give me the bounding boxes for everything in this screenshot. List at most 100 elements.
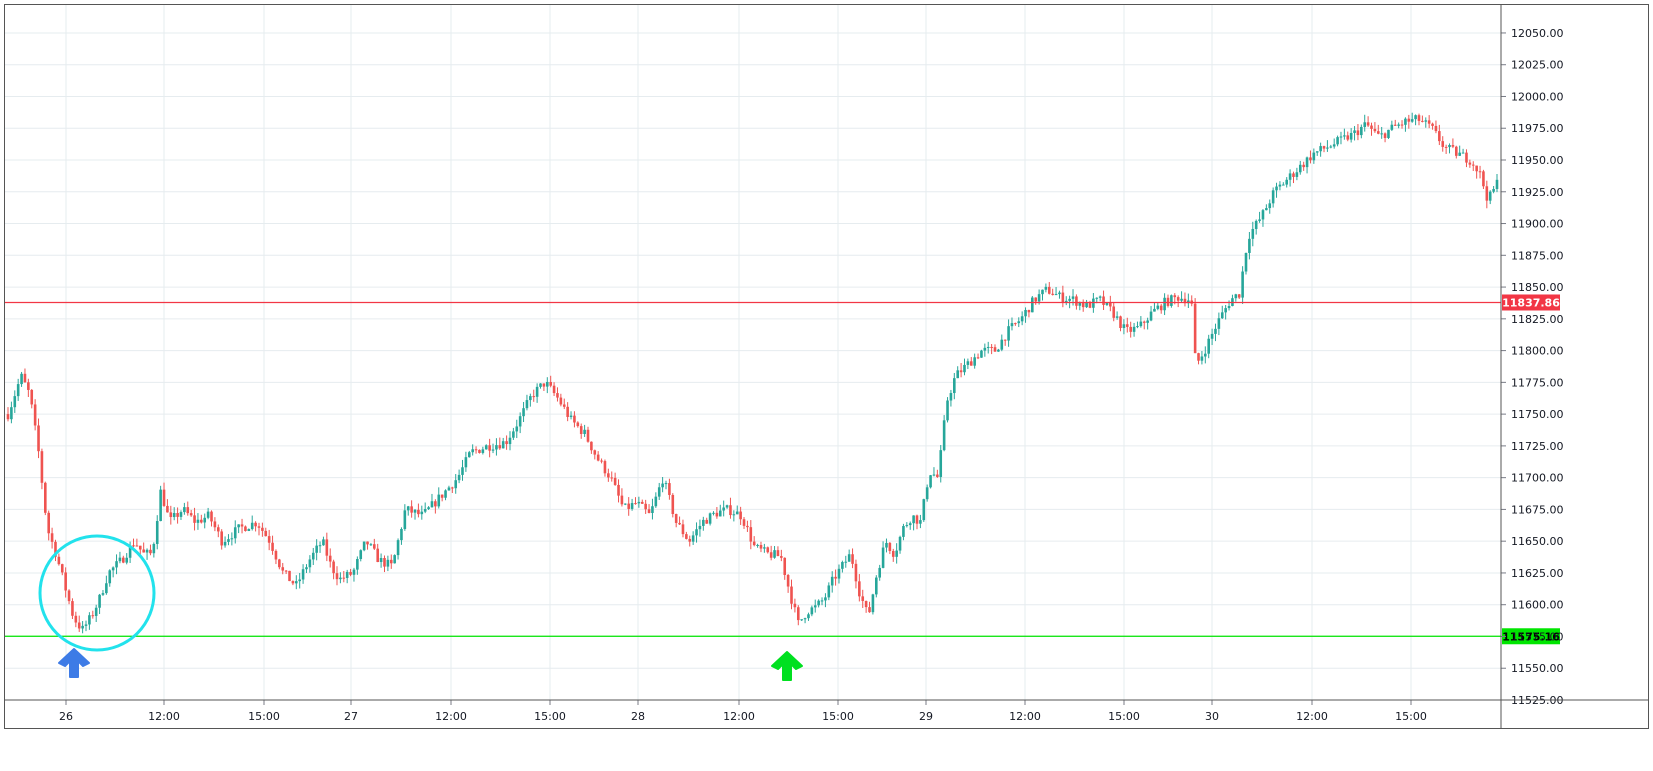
candle-body xyxy=(1387,129,1390,138)
candle-body xyxy=(223,541,227,546)
candle-body xyxy=(980,350,983,358)
candle-body xyxy=(556,393,559,398)
candle-body xyxy=(1448,145,1451,148)
candle-body xyxy=(369,544,373,546)
candle-body xyxy=(30,389,34,405)
candle-body xyxy=(966,361,970,365)
time-tick-label: 15:00 xyxy=(248,710,280,723)
candle-body xyxy=(566,406,569,417)
price-tick-label: 11775.00 xyxy=(1511,376,1564,389)
candle-body xyxy=(464,457,468,468)
time-tick-label: 15:00 xyxy=(534,710,566,723)
candle-body xyxy=(1014,323,1017,325)
green-arrow-up-icon xyxy=(771,651,803,681)
candle-body xyxy=(1475,165,1478,172)
candle-body xyxy=(1292,173,1295,177)
price-tick-label: 11975.00 xyxy=(1511,122,1564,135)
candle-body xyxy=(356,559,359,570)
candle-body xyxy=(81,625,84,629)
candle-body xyxy=(783,557,787,575)
candle-body xyxy=(854,563,858,582)
candle-body xyxy=(705,519,709,524)
candle-body xyxy=(1332,144,1336,147)
candle-body xyxy=(732,514,736,516)
candle-body xyxy=(91,615,95,617)
candle-body xyxy=(27,382,30,390)
candle-body xyxy=(759,544,763,549)
candle-body xyxy=(1149,311,1153,321)
candle-body xyxy=(155,521,159,544)
price-tick-label: 12025.00 xyxy=(1511,59,1564,72)
candle-body xyxy=(898,536,902,551)
candle-body xyxy=(1458,152,1461,156)
candle-body xyxy=(674,514,678,523)
candle-body xyxy=(172,513,176,518)
candle-body xyxy=(878,567,881,578)
candle-body xyxy=(1193,303,1197,354)
candle-body xyxy=(712,512,715,514)
candle-body xyxy=(278,559,281,568)
candle-body xyxy=(220,531,223,546)
candle-body xyxy=(383,558,386,567)
candle-body xyxy=(322,539,325,546)
candle-body xyxy=(1373,128,1377,132)
candle-body xyxy=(861,596,865,601)
candle-body xyxy=(634,503,637,505)
candle-body xyxy=(267,536,271,543)
candle-body xyxy=(115,561,118,568)
candle-body xyxy=(1075,296,1078,306)
candle-body xyxy=(1360,126,1363,136)
candle-body xyxy=(498,445,502,449)
candle-body xyxy=(478,449,481,453)
candle-body xyxy=(200,519,203,523)
candle-body xyxy=(1322,146,1326,149)
candle-body xyxy=(807,614,810,619)
candle-body xyxy=(1326,147,1329,149)
candle-body xyxy=(1102,296,1105,305)
candle-body xyxy=(844,561,848,563)
candle-body xyxy=(1431,123,1434,126)
candle-body xyxy=(763,547,766,549)
candle-body xyxy=(247,529,251,531)
candle-body xyxy=(281,567,285,571)
candle-body xyxy=(423,509,427,512)
candle-body xyxy=(230,538,234,540)
candle-body xyxy=(1485,186,1489,201)
price-tick-label: 11725.00 xyxy=(1511,440,1564,453)
blue-arrow-up-icon xyxy=(58,648,90,678)
candle-body xyxy=(997,349,1000,352)
candle-body xyxy=(1217,318,1221,329)
candle-body xyxy=(1424,120,1428,122)
horizontal-lines: 11837.86 11575.16 xyxy=(5,294,1560,645)
candle-body xyxy=(956,370,960,379)
candle-body xyxy=(1170,295,1173,306)
candle-body xyxy=(315,545,318,553)
candle-body xyxy=(1220,312,1224,319)
candle-body xyxy=(868,607,871,613)
candle-body xyxy=(1200,356,1204,361)
candle-body xyxy=(936,474,939,477)
candle-body xyxy=(891,550,895,557)
candle-body xyxy=(651,506,654,514)
candle-body xyxy=(237,524,240,528)
price-tick-label: 11700.00 xyxy=(1511,472,1564,485)
candle-body xyxy=(162,489,166,506)
candle-body xyxy=(583,429,586,434)
candle-body xyxy=(328,555,332,562)
candle-body xyxy=(13,396,17,408)
time-tick-label: 28 xyxy=(631,710,645,723)
candle-body xyxy=(542,383,546,387)
candle-body xyxy=(491,449,495,451)
candle-body xyxy=(902,526,905,537)
candle-body xyxy=(803,618,807,620)
candle-body xyxy=(1173,295,1177,298)
candle-body xyxy=(718,510,722,517)
candle-body xyxy=(1007,326,1010,341)
candle-body xyxy=(800,619,803,621)
candle-body xyxy=(1251,228,1255,239)
time-tick-label: 12:00 xyxy=(148,710,180,723)
candle-body xyxy=(261,527,264,531)
candle-body xyxy=(512,431,515,438)
candle-body xyxy=(895,550,898,557)
